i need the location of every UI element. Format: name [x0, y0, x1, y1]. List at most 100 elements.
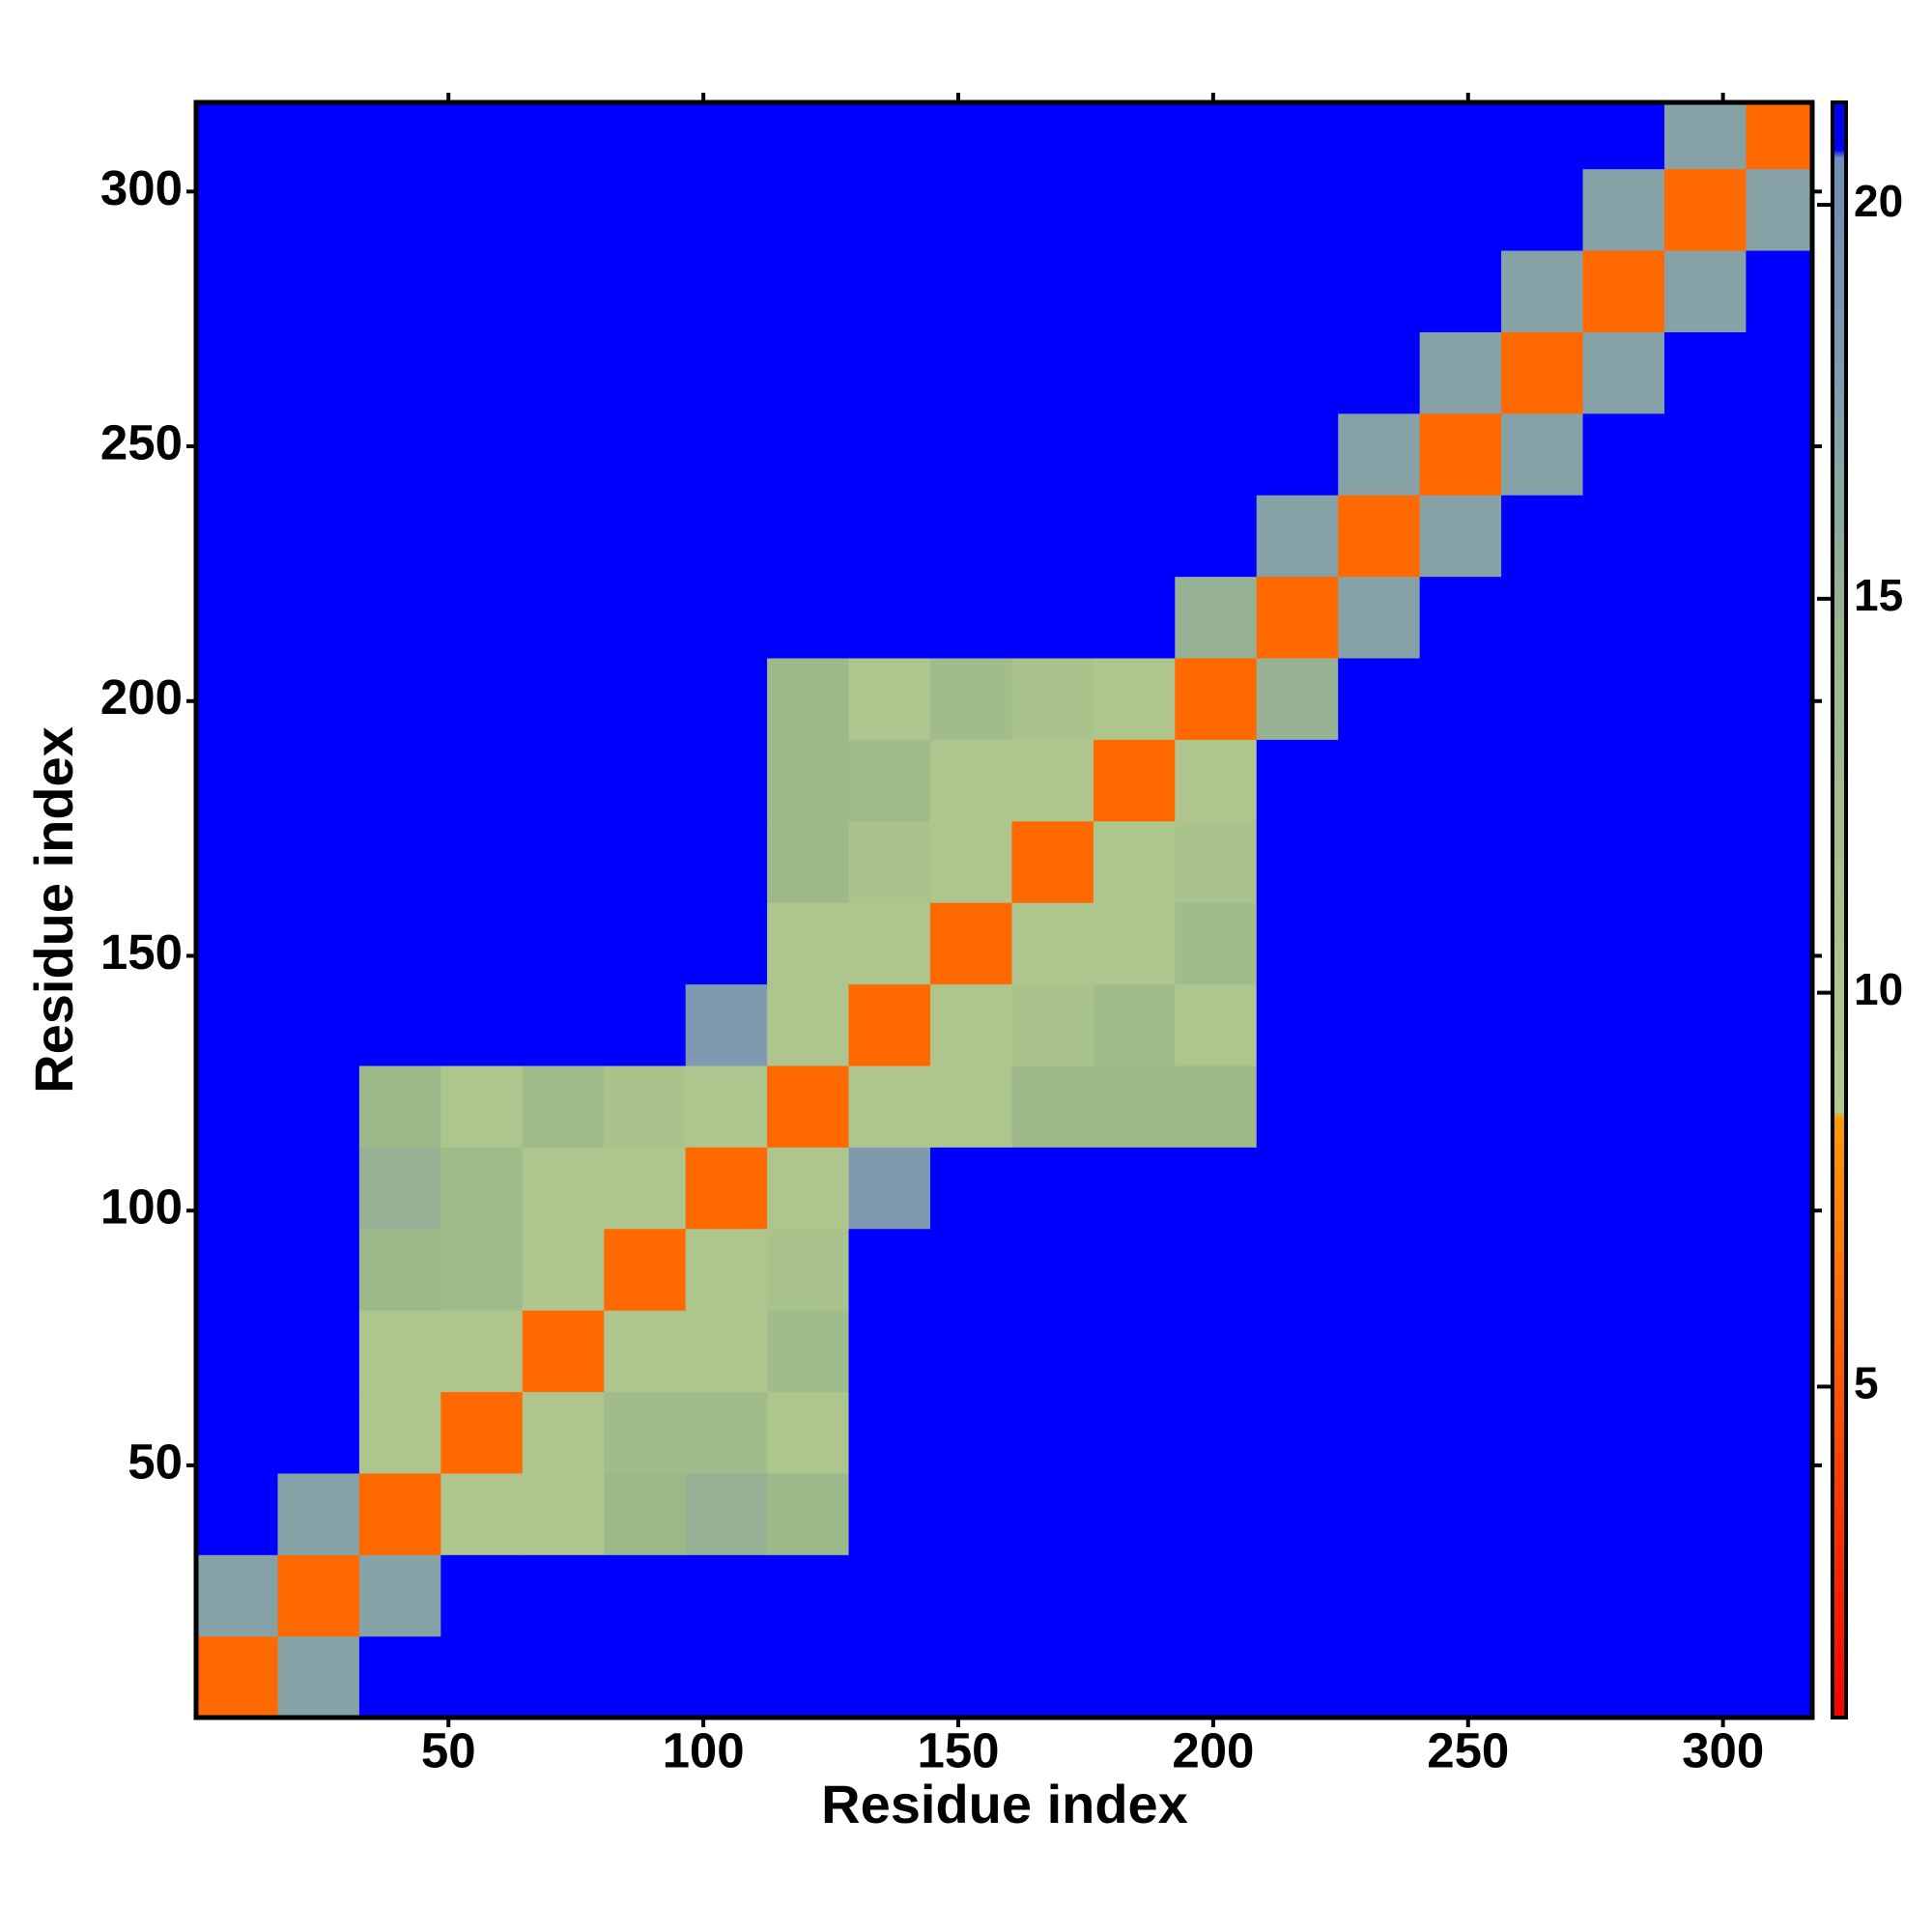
heatmap-cell [358, 168, 441, 251]
y-tick-label: 300 [100, 160, 183, 215]
heatmap-cell [1419, 1310, 1502, 1393]
heatmap-cell [604, 1391, 687, 1474]
heatmap-cell [1175, 1391, 1258, 1474]
heatmap-cell [277, 1391, 360, 1474]
heatmap-cell [1746, 739, 1813, 822]
heatmap-cell [1338, 102, 1421, 170]
heatmap-cell [358, 1065, 441, 1148]
x-axis-label: Residue index [821, 1774, 1188, 1834]
heatmap-cell [522, 1065, 605, 1148]
heatmap-cell [1663, 820, 1747, 903]
heatmap-cell [604, 102, 687, 170]
colorbar-tick-label: 20 [1854, 176, 1903, 226]
heatmap-cell [522, 820, 605, 903]
heatmap-cell [1419, 657, 1502, 740]
heatmap-cell [848, 331, 931, 414]
heatmap-cell [440, 657, 524, 740]
heatmap-cell [1419, 412, 1502, 496]
heatmap-cell [929, 168, 1013, 251]
heatmap-cell [1093, 249, 1176, 332]
heatmap-cell [440, 1228, 524, 1311]
heatmap-cell [196, 576, 279, 659]
heatmap-cell [196, 1554, 279, 1637]
heatmap-cell [1746, 331, 1813, 414]
heatmap-cell [685, 331, 768, 414]
heatmap-cell [1256, 1635, 1339, 1719]
heatmap-cell [929, 1147, 1013, 1230]
y-tick-label: 100 [100, 1179, 183, 1235]
heatmap-cell [1175, 249, 1258, 332]
heatmap-cell [1175, 739, 1258, 822]
heatmap-cell [440, 412, 524, 496]
y-axis-label: Residue index [23, 726, 84, 1094]
heatmap-cell [440, 102, 524, 170]
heatmap-cell [1175, 902, 1258, 985]
heatmap-cell [604, 1554, 687, 1637]
heatmap-cell [440, 1065, 524, 1148]
heatmap-cell [1746, 495, 1813, 578]
heatmap-cell [1011, 168, 1094, 251]
heatmap-cell [1419, 495, 1502, 578]
heatmap-cell [1501, 1228, 1584, 1311]
heatmap-cell [1663, 331, 1747, 414]
heatmap-cell [1663, 249, 1747, 332]
x-tick-label: 300 [1682, 1722, 1764, 1777]
heatmap-cell [1093, 820, 1176, 903]
heatmap-cell [1501, 1310, 1584, 1393]
heatmap-cell [1501, 1554, 1584, 1637]
heatmap-cell [1256, 249, 1339, 332]
heatmap-cell [929, 495, 1013, 578]
heatmap-cell [604, 168, 687, 251]
heatmap-cell [1093, 1310, 1176, 1393]
heatmap-cell [522, 249, 605, 332]
heatmap-cell [1175, 1228, 1258, 1311]
heatmap-cell [1501, 249, 1584, 332]
heatmap-cell [1338, 739, 1421, 822]
heatmap-cell [1011, 1472, 1094, 1555]
heatmap-cell [1011, 495, 1094, 578]
heatmap-cell [1338, 576, 1421, 659]
heatmap-cell [1175, 820, 1258, 903]
heatmap-cell [1093, 1065, 1176, 1148]
heatmap-cell [685, 820, 768, 903]
heatmap-cell [522, 657, 605, 740]
heatmap-cell [358, 249, 441, 332]
heatmap-cell [1419, 820, 1502, 903]
heatmap-cell [1011, 1391, 1094, 1474]
heatmap-cell [440, 739, 524, 822]
heatmap-cell [848, 495, 931, 578]
heatmap-cell [848, 1554, 931, 1637]
heatmap-cell [1501, 576, 1584, 659]
heatmap-cell [685, 1554, 768, 1637]
heatmap-cell [1663, 1310, 1747, 1393]
heatmap-cell [277, 1554, 360, 1637]
heatmap-cell [277, 102, 360, 170]
heatmap-cell [685, 1635, 768, 1719]
heatmap-cell [929, 983, 1013, 1066]
heatmap-cell [358, 1635, 441, 1719]
heatmap-cell [1011, 983, 1094, 1066]
heatmap-cell [358, 102, 441, 170]
heatmap-cell [1582, 1228, 1665, 1311]
heatmap-cell [440, 331, 524, 414]
heatmap-cell [522, 412, 605, 496]
heatmap-cell [604, 1310, 687, 1393]
heatmap-cell [1419, 168, 1502, 251]
heatmap-cell [929, 820, 1013, 903]
heatmap-cell [196, 1228, 279, 1311]
heatmap-cell [685, 902, 768, 985]
heatmap-cell [767, 1472, 850, 1555]
heatmap-cell [929, 657, 1013, 740]
heatmap-cell [1093, 412, 1176, 496]
heatmap-cell [1093, 576, 1176, 659]
heatmap-cell [848, 102, 931, 170]
heatmap-cell [440, 820, 524, 903]
heatmap-cell [604, 820, 687, 903]
heatmap-cell [440, 983, 524, 1066]
heatmap-cell [358, 495, 441, 578]
heatmap-cell [358, 1554, 441, 1637]
heatmap-cell [196, 657, 279, 740]
heatmap-cell [196, 1065, 279, 1148]
heatmap-cell [196, 1472, 279, 1555]
heatmap-cell [1175, 1147, 1258, 1230]
